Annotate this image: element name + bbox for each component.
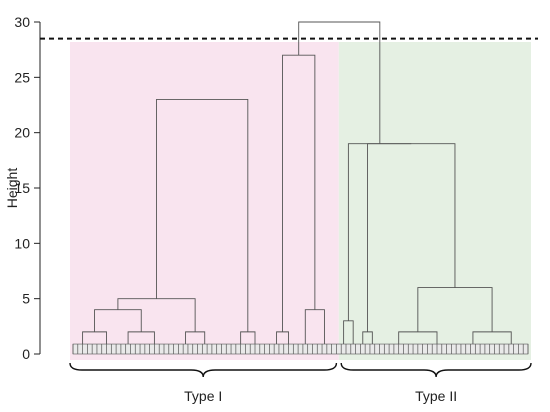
link-a7 [156, 99, 249, 332]
brace-2 [340, 362, 532, 378]
link-a2 [127, 331, 155, 345]
group-label-1: Type I [184, 388, 222, 404]
link-b1 [276, 331, 289, 345]
link-root [298, 21, 381, 144]
group-bands [70, 42, 531, 360]
group-band-1 [70, 42, 339, 360]
y-axis-title: Height [4, 168, 20, 209]
y-tick-label-20: 20 [14, 125, 30, 141]
link-c3 [398, 331, 438, 345]
y-tick-label-25: 25 [14, 69, 30, 85]
group-label-2: Type II [415, 388, 457, 404]
leaf-strip [72, 343, 529, 355]
link-a6 [240, 331, 256, 345]
link-c2 [362, 331, 373, 345]
link-c4 [472, 331, 512, 345]
y-axis: 0 5 10 15 20 25 30 [14, 14, 41, 362]
dendrogram-links [82, 21, 512, 345]
link-a5 [117, 298, 196, 332]
link-c7 [347, 143, 412, 321]
y-tick-label-0: 0 [22, 346, 30, 362]
y-tick-label-10: 10 [14, 235, 30, 251]
y-tick-label-30: 30 [14, 14, 30, 30]
y-tick-label-5: 5 [22, 291, 30, 307]
group-braces: Type I Type II [69, 362, 532, 404]
group-band-2 [338, 42, 531, 360]
brace-1 [69, 362, 338, 378]
y-tick-label-15: 15 [14, 180, 30, 196]
leaf-ticks [72, 343, 529, 355]
link-c6 [367, 143, 456, 332]
link-a4 [185, 331, 206, 345]
link-a1 [82, 331, 107, 345]
